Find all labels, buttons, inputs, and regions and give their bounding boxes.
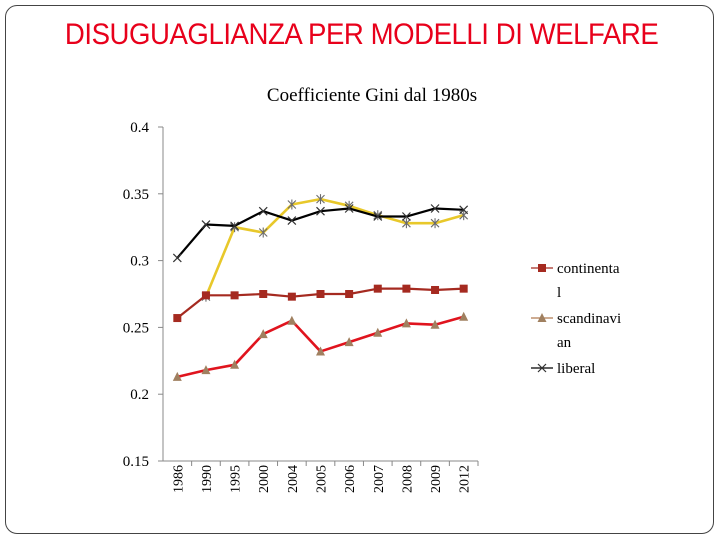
data-point [401, 318, 411, 328]
data-point [287, 315, 297, 325]
data-point [402, 218, 411, 229]
series-line [176, 207, 464, 259]
data-point [258, 206, 268, 216]
data-point [373, 210, 383, 221]
data-point [344, 337, 354, 347]
data-point [287, 216, 297, 225]
data-point [430, 218, 440, 229]
data-point [258, 329, 268, 339]
y-tick-label: 0.35 [123, 187, 149, 203]
data-point [459, 284, 468, 293]
data-point [287, 199, 297, 210]
x-tick-label: 2008 [400, 465, 415, 493]
series-line [204, 197, 465, 298]
data-point [316, 206, 325, 216]
x-tick-label: 2006 [343, 465, 358, 493]
series-1 [172, 311, 469, 381]
y-tick-label: 0.2 [130, 387, 149, 403]
data-point [401, 212, 411, 221]
data-point [201, 220, 211, 229]
x-tick-label: 2009 [429, 465, 444, 493]
legend-marker [537, 313, 547, 322]
legend-marker [538, 264, 546, 272]
data-point [344, 204, 354, 213]
data-point [173, 314, 182, 323]
data-point [230, 291, 239, 300]
data-point [459, 205, 469, 215]
chart-legend: continenta l scandinavi an liberal [531, 261, 621, 377]
legend-label: continenta [557, 261, 620, 277]
data-point [316, 290, 325, 298]
data-point [172, 371, 182, 381]
x-tick-label: 2000 [257, 465, 272, 493]
legend-label: scandinavi [557, 311, 621, 327]
legend-label: liberal [557, 361, 595, 377]
x-tick-label: 1995 [229, 465, 244, 493]
legend-label: l [557, 285, 561, 301]
x-tick-label: 2007 [372, 465, 387, 493]
plot-area: 0.4 0.35 0.3 0.25 0.2 0.15 1986 1990 1995 2000 200… [123, 120, 479, 493]
y-tick-label: 0.4 [130, 120, 149, 136]
data-point [430, 319, 440, 329]
legend-entry: liberal [531, 361, 595, 377]
x-tick-label: 2012 [458, 465, 473, 493]
x-tick-label: 1986 [171, 465, 186, 493]
data-point [430, 204, 440, 213]
x-tick-label: 2004 [286, 465, 301, 493]
data-point [345, 290, 354, 298]
chart-title: Coefficiente Gini dal 1980s [267, 85, 477, 106]
legend-entry: scandinavi an [531, 311, 621, 351]
legend-marker [537, 363, 547, 373]
data-point [230, 221, 240, 231]
data-point [172, 253, 182, 263]
data-point [201, 365, 211, 375]
slide-frame [5, 5, 714, 534]
data-point [316, 194, 325, 205]
data-point [287, 292, 296, 301]
y-tick-label: 0.3 [130, 254, 149, 270]
series-0 [173, 284, 468, 323]
y-tick-label: 0.25 [123, 320, 149, 336]
x-tick-label: 2005 [315, 465, 330, 493]
legend-label: an [557, 335, 572, 351]
data-point [373, 212, 383, 221]
data-point [373, 284, 382, 293]
data-point [373, 327, 383, 337]
data-point [259, 290, 268, 298]
data-point [402, 284, 411, 293]
y-tick-label: 0.15 [123, 454, 149, 470]
data-point [431, 285, 440, 294]
data-point [230, 359, 240, 369]
data-point [459, 311, 469, 321]
x-tick-label: 1990 [200, 465, 215, 493]
slide-title: DISUGUAGLIANZA PER MODELLI DI WELFARE [64, 18, 659, 51]
data-point [201, 291, 210, 300]
data-point [258, 227, 268, 238]
data-point [316, 346, 325, 356]
legend-entry: continenta l [531, 261, 620, 301]
series-2 [172, 204, 469, 263]
